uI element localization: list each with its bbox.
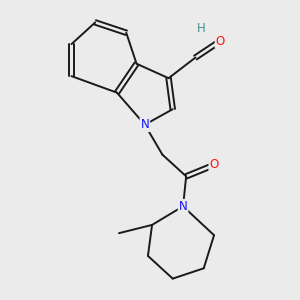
Text: O: O bbox=[216, 34, 225, 47]
Text: O: O bbox=[209, 158, 219, 172]
Text: N: N bbox=[179, 200, 188, 213]
Text: H: H bbox=[197, 22, 206, 35]
Text: N: N bbox=[140, 118, 149, 131]
